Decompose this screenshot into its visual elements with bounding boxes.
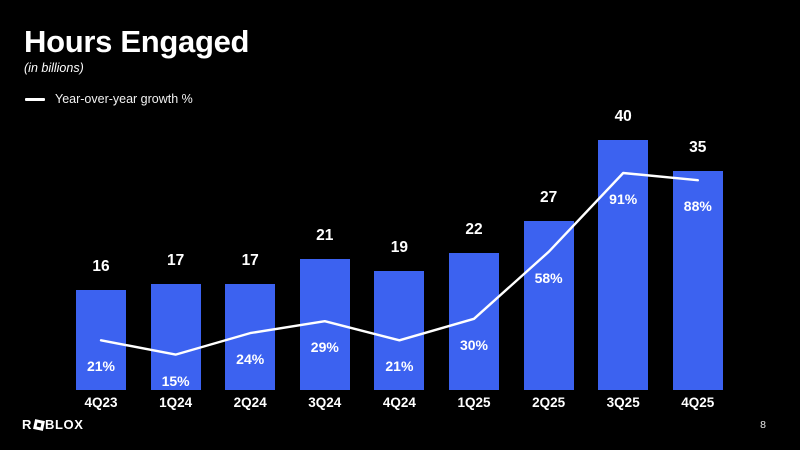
bar-4q23 bbox=[76, 290, 126, 390]
growth-point-label: 21% bbox=[86, 358, 116, 375]
growth-point-label: 15% bbox=[161, 372, 190, 389]
bar-3q24 bbox=[299, 258, 350, 390]
bar-value-label: 35 bbox=[689, 139, 707, 157]
growth-point-label: 58% bbox=[534, 269, 563, 286]
bar-2q25 bbox=[523, 221, 574, 390]
category-label: 4Q23 bbox=[84, 395, 118, 410]
growth-point-label: 24% bbox=[236, 351, 265, 368]
growth-point-label: 21% bbox=[385, 358, 414, 375]
bar-1q25 bbox=[449, 252, 499, 390]
bar-value-label: 19 bbox=[390, 239, 409, 257]
legend-label: Year-over-year growth % bbox=[55, 92, 193, 106]
logo-letters-blox: BLOX bbox=[45, 417, 84, 432]
category-label: 1Q25 bbox=[457, 395, 491, 410]
category-label: 4Q24 bbox=[382, 395, 416, 410]
category-label: 4Q25 bbox=[681, 395, 715, 410]
logo-letter-r: R bbox=[22, 417, 32, 432]
page-title: Hours Engaged bbox=[24, 24, 250, 59]
growth-point-label: 88% bbox=[683, 198, 712, 215]
bar-value-label: 21 bbox=[316, 226, 334, 244]
growth-point-label: 30% bbox=[459, 336, 489, 353]
legend-line-swatch bbox=[25, 97, 45, 101]
bar-2q24 bbox=[225, 283, 276, 390]
category-label: 2Q24 bbox=[233, 395, 267, 410]
bar-value-label: 17 bbox=[241, 251, 259, 269]
bar-3q25 bbox=[598, 140, 649, 390]
chart-subtitle: (in billions) bbox=[24, 61, 84, 75]
chart-legend: Year-over-year growth % bbox=[25, 92, 193, 106]
bar-value-label: 22 bbox=[465, 220, 483, 238]
bar-value-label: 27 bbox=[539, 189, 558, 207]
bar-value-label: 40 bbox=[614, 108, 632, 125]
category-label: 3Q24 bbox=[308, 395, 342, 410]
bar-value-label: 16 bbox=[92, 258, 110, 275]
roblox-logo: R BLOX bbox=[22, 417, 84, 432]
growth-point-label: 91% bbox=[609, 191, 638, 207]
category-label: 3Q25 bbox=[606, 395, 640, 410]
page-number: 8 bbox=[760, 419, 766, 431]
category-label: 2Q25 bbox=[532, 395, 566, 410]
bar-value-label: 17 bbox=[166, 251, 185, 269]
roblox-tilted-square-icon bbox=[32, 418, 45, 431]
category-label: 1Q24 bbox=[159, 395, 193, 410]
growth-point-label: 29% bbox=[310, 339, 339, 356]
